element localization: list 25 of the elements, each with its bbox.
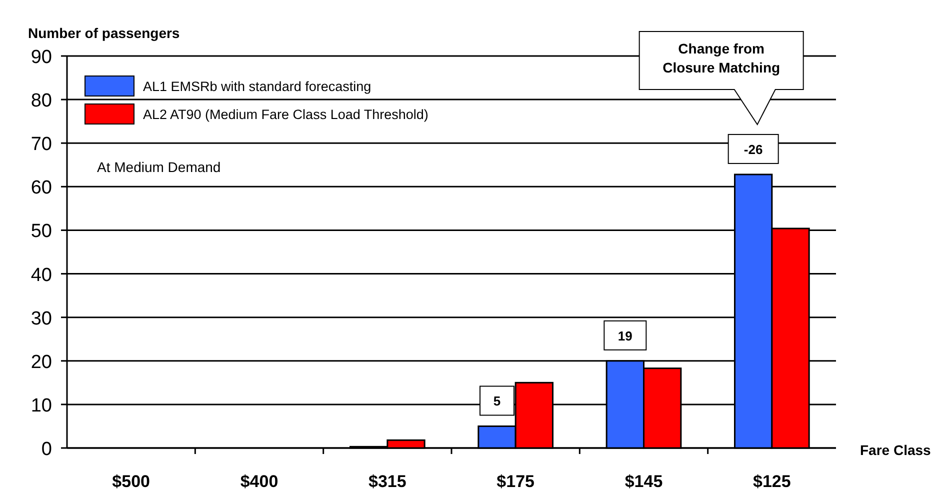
y-tick-label: 50 [30,221,52,242]
x-tick-label: $175 [496,472,534,491]
annotation: -26 [744,142,763,157]
annotation: Change from Closure Matching [662,40,780,76]
annotation: 5 [493,394,501,409]
x-tick-label: $145 [624,472,663,491]
y-axis-title: Number of passengers [28,25,180,41]
y-tick-label: 10 [30,395,52,416]
x-tick-label: $500 [112,472,150,491]
y-tick-label: 80 [30,90,52,112]
y-tick-label: 70 [30,134,52,156]
legend-label: AL1 EMSRb with standard forecasting [143,79,372,94]
x-tick-label: $400 [240,472,278,491]
annotation: At Medium Demand [97,159,221,175]
y-tick-label: 0 [41,439,52,460]
y-tick-label: 20 [30,352,52,373]
x-tick-label: $315 [368,472,406,491]
y-tick-label: 60 [30,178,52,199]
y-tick-label: 40 [30,264,52,286]
annotation: 19 [618,328,632,344]
x-axis-title: Fare Class [860,442,932,458]
x-tick-label: $125 [753,472,791,491]
legend-label: AL2 AT90 (Medium Fare Class Load Threshold) [143,107,428,122]
y-tick-label: 90 [30,47,52,68]
y-tick-label: 30 [30,308,52,330]
